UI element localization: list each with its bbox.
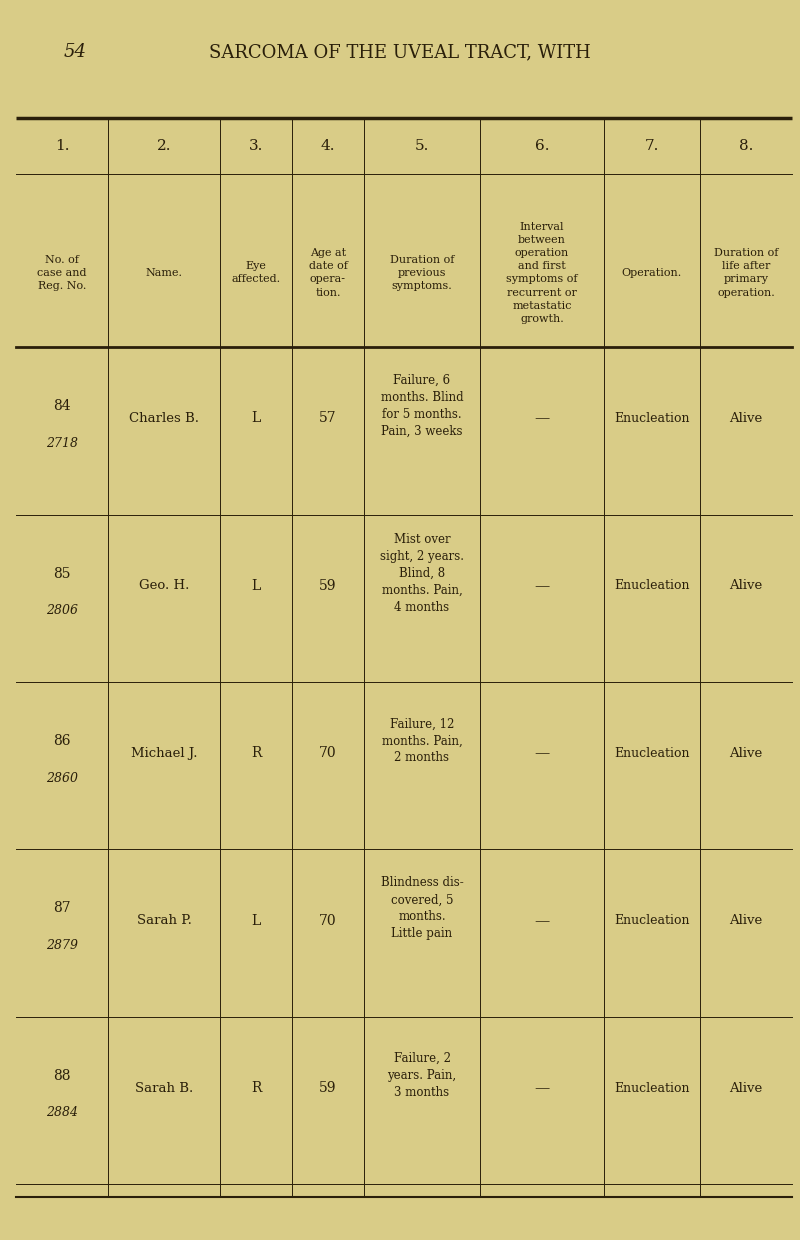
- Text: Enucleation: Enucleation: [614, 746, 690, 760]
- Text: 2718: 2718: [46, 436, 78, 450]
- Text: 2.: 2.: [157, 139, 171, 153]
- Text: 3.: 3.: [249, 139, 263, 153]
- Text: 2806: 2806: [46, 604, 78, 618]
- Text: Geo. H.: Geo. H.: [139, 579, 189, 593]
- Text: L: L: [251, 579, 261, 593]
- Text: 70: 70: [319, 914, 337, 928]
- Text: Sarah B.: Sarah B.: [135, 1081, 193, 1095]
- Text: 59: 59: [319, 1081, 337, 1095]
- Text: —: —: [534, 1081, 550, 1095]
- Text: 2879: 2879: [46, 939, 78, 952]
- Text: Sarah P.: Sarah P.: [137, 914, 191, 928]
- Text: 1.: 1.: [54, 139, 70, 153]
- Text: Interval
between
operation
and first
symptoms of
recurrent or
metastatic
growth.: Interval between operation and first sym…: [506, 222, 578, 324]
- Text: 88: 88: [54, 1069, 70, 1083]
- Text: No. of
case and
Reg. No.: No. of case and Reg. No.: [38, 254, 86, 291]
- Text: Operation.: Operation.: [622, 268, 682, 278]
- Text: Michael J.: Michael J.: [130, 746, 198, 760]
- Text: Alive: Alive: [730, 1081, 762, 1095]
- Text: —: —: [534, 746, 550, 760]
- Text: Enucleation: Enucleation: [614, 1081, 690, 1095]
- Text: Failure, 6
months. Blind
for 5 months.
Pain, 3 weeks: Failure, 6 months. Blind for 5 months. P…: [381, 374, 463, 438]
- Text: Eye
affected.: Eye affected.: [231, 262, 281, 284]
- Text: Duration of
previous
symptoms.: Duration of previous symptoms.: [390, 254, 454, 291]
- Text: R: R: [251, 1081, 261, 1095]
- Text: 85: 85: [54, 567, 70, 580]
- Text: —: —: [534, 579, 550, 593]
- Text: 54: 54: [64, 43, 87, 62]
- Text: 87: 87: [53, 901, 71, 915]
- Text: 7.: 7.: [645, 139, 659, 153]
- Text: Mist over
sight, 2 years.
Blind, 8
months. Pain,
4 months: Mist over sight, 2 years. Blind, 8 month…: [380, 533, 464, 614]
- Text: Alive: Alive: [730, 914, 762, 928]
- Text: 5.: 5.: [415, 139, 429, 153]
- Text: Duration of
life after
primary
operation.: Duration of life after primary operation…: [714, 248, 778, 298]
- Text: 84: 84: [53, 399, 71, 413]
- Text: Enucleation: Enucleation: [614, 579, 690, 593]
- Text: —: —: [534, 914, 550, 928]
- Text: 6.: 6.: [534, 139, 550, 153]
- Text: 2884: 2884: [46, 1106, 78, 1120]
- Text: Name.: Name.: [146, 268, 182, 278]
- Text: L: L: [251, 412, 261, 425]
- Text: Charles B.: Charles B.: [129, 412, 199, 425]
- Text: 57: 57: [319, 412, 337, 425]
- Text: 2860: 2860: [46, 771, 78, 785]
- Text: Alive: Alive: [730, 579, 762, 593]
- Text: 86: 86: [54, 734, 70, 748]
- Text: 4.: 4.: [321, 139, 335, 153]
- Text: Enucleation: Enucleation: [614, 914, 690, 928]
- Text: Failure, 12
months. Pain,
2 months: Failure, 12 months. Pain, 2 months: [382, 718, 462, 764]
- Text: 70: 70: [319, 746, 337, 760]
- Text: SARCOMA OF THE UVEAL TRACT, WITH: SARCOMA OF THE UVEAL TRACT, WITH: [209, 43, 591, 62]
- Text: R: R: [251, 746, 261, 760]
- Text: Alive: Alive: [730, 746, 762, 760]
- Text: Age at
date of
opera-
tion.: Age at date of opera- tion.: [309, 248, 347, 298]
- Text: Alive: Alive: [730, 412, 762, 425]
- Text: —: —: [534, 412, 550, 425]
- Text: Blindness dis-
covered, 5
months.
Little pain: Blindness dis- covered, 5 months. Little…: [381, 877, 463, 940]
- Text: L: L: [251, 914, 261, 928]
- Text: Enucleation: Enucleation: [614, 412, 690, 425]
- Text: 8.: 8.: [739, 139, 753, 153]
- Text: 59: 59: [319, 579, 337, 593]
- Text: Failure, 2
years. Pain,
3 months: Failure, 2 years. Pain, 3 months: [387, 1053, 457, 1099]
